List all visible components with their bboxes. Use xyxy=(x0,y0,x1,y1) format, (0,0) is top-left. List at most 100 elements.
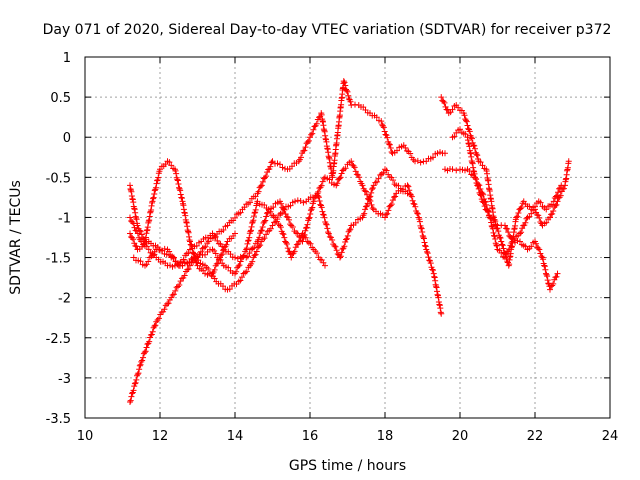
data-point xyxy=(552,193,559,200)
data-point xyxy=(409,197,416,204)
data-point xyxy=(318,204,325,211)
data-point xyxy=(338,170,345,177)
data-point xyxy=(309,204,316,211)
data-point xyxy=(134,372,141,379)
data-point xyxy=(537,199,544,206)
data-point xyxy=(284,245,291,252)
data-point xyxy=(155,315,162,322)
data-point xyxy=(557,192,564,199)
data-point xyxy=(554,198,561,205)
data-point xyxy=(544,273,551,280)
data-point xyxy=(350,162,357,169)
data-point xyxy=(174,283,181,290)
data-point xyxy=(139,243,145,250)
data-point xyxy=(257,228,264,235)
data-point xyxy=(176,282,183,289)
data-point xyxy=(233,268,240,275)
data-point xyxy=(269,222,276,229)
data-point xyxy=(499,241,505,248)
data-point xyxy=(457,126,463,133)
data-point xyxy=(249,218,256,225)
data-point xyxy=(543,219,550,226)
data-point xyxy=(300,199,307,206)
plot-frame xyxy=(84,56,611,419)
data-point xyxy=(153,180,160,187)
data-point xyxy=(407,150,414,157)
data-point xyxy=(484,208,491,215)
data-point xyxy=(307,207,314,214)
data-point xyxy=(173,170,180,177)
data-point xyxy=(315,193,322,200)
data-point xyxy=(314,190,321,197)
data-point xyxy=(329,237,336,244)
data-point xyxy=(152,322,159,329)
data-point xyxy=(490,229,497,236)
data-point xyxy=(180,256,187,263)
data-point xyxy=(212,233,219,240)
data-point xyxy=(219,243,226,250)
data-point xyxy=(267,208,274,215)
data-point xyxy=(131,380,138,387)
data-point xyxy=(193,258,199,265)
y-tick-label: 0.5 xyxy=(50,91,71,106)
data-point xyxy=(382,131,389,138)
data-point xyxy=(326,233,333,240)
data-point xyxy=(259,178,266,185)
data-point xyxy=(351,164,358,171)
data-point xyxy=(319,178,326,185)
data-point xyxy=(170,254,177,261)
data-point xyxy=(441,99,448,106)
data-point xyxy=(332,243,339,250)
data-point xyxy=(304,221,311,228)
data-point xyxy=(264,210,271,217)
data-point xyxy=(213,260,220,267)
data-point xyxy=(496,234,503,241)
data-point xyxy=(502,254,508,261)
y-tick-label: 0 xyxy=(63,131,71,146)
data-point xyxy=(246,234,253,241)
data-point xyxy=(364,200,371,207)
data-point xyxy=(422,242,429,249)
data-point xyxy=(184,266,191,273)
data-point xyxy=(136,227,143,234)
data-point xyxy=(385,207,392,214)
data-point xyxy=(386,141,393,148)
data-point xyxy=(449,166,456,173)
data-point xyxy=(297,198,304,205)
data-point xyxy=(302,234,309,241)
data-point xyxy=(186,258,193,265)
data-point xyxy=(418,224,425,231)
data-point xyxy=(194,262,201,269)
data-point xyxy=(463,117,469,124)
data-point xyxy=(347,226,354,233)
data-point xyxy=(495,228,502,235)
data-point xyxy=(302,227,309,234)
data-point xyxy=(338,249,345,256)
series-track-8 xyxy=(442,166,561,293)
data-point xyxy=(493,241,500,248)
data-point xyxy=(278,200,285,207)
data-point xyxy=(147,334,154,341)
data-point xyxy=(185,266,192,273)
data-point xyxy=(505,229,512,236)
data-point xyxy=(522,243,529,250)
data-point xyxy=(138,231,145,238)
data-point xyxy=(387,202,394,209)
data-point xyxy=(205,266,212,273)
data-point xyxy=(542,270,549,277)
data-point xyxy=(497,234,504,241)
data-point xyxy=(337,253,344,260)
data-point xyxy=(296,238,303,245)
x-tick-label: 10 xyxy=(77,429,94,444)
data-point xyxy=(507,233,514,240)
tick-labels: 10 12 14 16 18 20 22 24 -3.5 -3 -2.5 -2 -1.5 -1 -0.5 0 0… xyxy=(46,51,619,444)
data-point xyxy=(543,206,550,213)
data-point xyxy=(309,130,316,137)
data-point xyxy=(405,183,412,190)
data-point xyxy=(333,247,340,254)
data-point xyxy=(149,328,156,335)
x-tick-label: 18 xyxy=(377,429,394,444)
data-point xyxy=(378,118,385,125)
data-point xyxy=(517,238,523,245)
